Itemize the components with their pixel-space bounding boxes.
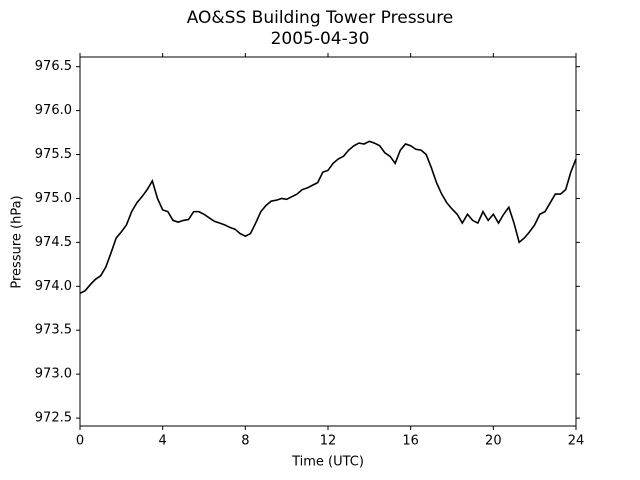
- chart-subtitle: 2005-04-30: [271, 29, 370, 49]
- chart-title: AO&SS Building Tower Pressure: [187, 8, 454, 28]
- x-tick-label: 20: [485, 434, 502, 449]
- y-tick-label: 974.5: [35, 235, 72, 250]
- y-tick-label: 975.0: [35, 191, 72, 206]
- y-tick-label: 975.5: [35, 147, 72, 162]
- data-line: [79, 140, 577, 295]
- y-tick-label: 973.5: [35, 323, 72, 338]
- y-tick-label: 976.0: [35, 103, 72, 118]
- y-tick-label: 972.5: [35, 411, 72, 426]
- x-tick-label: 4: [159, 434, 167, 449]
- x-axis-label: Time (UTC): [291, 455, 364, 470]
- y-axis-label: Pressure (hPa): [10, 195, 25, 288]
- y-tick-label: 976.5: [35, 59, 72, 74]
- x-tick-label: 8: [241, 434, 249, 449]
- x-tick-label: 16: [402, 434, 419, 449]
- x-tick-label: 12: [320, 434, 337, 449]
- plot-frame: [79, 56, 577, 427]
- x-tick-label: 24: [568, 434, 585, 449]
- y-tick-label: 973.0: [35, 367, 72, 382]
- y-tick-label: 974.0: [35, 279, 72, 294]
- x-tick-label: 0: [76, 434, 84, 449]
